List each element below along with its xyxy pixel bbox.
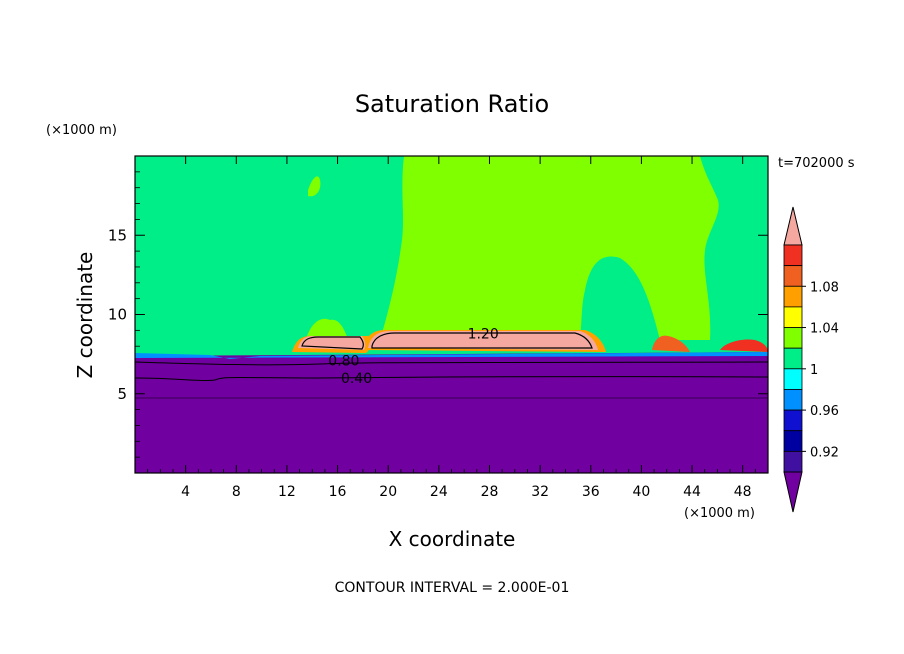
contour-interval-note: CONTOUR INTERVAL = 2.000E-01 [335,580,570,596]
cloud-patch-right-1 [652,335,690,352]
field-purple-layer [135,352,768,473]
y-tick-label: 10 [108,306,127,324]
contour-line-0-80 [135,361,768,366]
x-axis-ticks: 4 8 12 16 20 24 28 32 36 40 44 48 [147,156,756,500]
colorbar-bin [783,409,803,432]
y-axis-title: Z coordinate [73,252,97,379]
contour-line-1-20 [301,332,593,350]
chart-title: Saturation Ratio [355,90,549,118]
colorbar-bin [783,265,803,287]
plot-area [135,156,768,473]
colorbar-bottom-arrow [783,471,803,513]
colorbar-label: 1 [810,363,818,378]
x-tick-label: 48 [734,484,752,500]
y-tick-label: 5 [117,385,127,403]
colorbar-label: 1.08 [810,280,839,295]
contour-line-0-40 [135,376,768,382]
colorbar-bin [783,285,803,308]
x-tick-label: 28 [481,484,499,500]
cloud-deck-center [368,331,598,350]
x-axis-unit: (×1000 m) [684,506,755,521]
x-tick-label: 12 [278,484,296,500]
colorbar-label: 0.96 [810,404,839,419]
y-tick-label: 15 [108,226,127,244]
field-transition-band [135,352,768,359]
colorbar-bin [783,368,803,390]
colorbar-bin [783,389,803,411]
contour-label: 1.20 [468,327,499,343]
x-tick-label: 4 [181,484,190,500]
x-tick-label: 20 [379,484,397,500]
colorbar-bin [783,347,803,370]
x-tick-label: 44 [683,484,701,500]
x-tick-label: 36 [582,484,600,500]
x-tick-label: 8 [232,484,241,500]
y-axis-unit: (×1000 m) [46,123,117,138]
x-tick-label: 16 [329,484,347,500]
colorbar-label: 0.92 [810,445,839,460]
x-axis-title: X coordinate [389,527,516,551]
x-tick-label: 40 [632,484,650,500]
field-lime-patch-top [308,176,321,197]
colorbar-bin [783,244,803,267]
x-tick-label: 24 [430,484,448,500]
y-axis-ticks: 5 10 15 [108,171,768,458]
x-tick-label: 32 [531,484,549,500]
contour-labels: 1.20 0.80 0.40 [328,327,498,387]
field-lime-region-center [380,156,719,345]
colorbar-bin [783,430,803,452]
colorbar-bin [783,450,803,473]
colorbar-bin [783,306,803,328]
cloud-patch-right-2 [720,339,768,352]
colorbar-label: 1.04 [810,322,839,337]
contour-label: 0.40 [341,371,372,387]
contour-label: 0.80 [328,353,359,369]
colorbar-bin [783,327,803,349]
colorbar-top-arrow [783,206,803,246]
colorbar: 1.08 1.04 1 0.96 0.92 [783,206,839,513]
time-label: t=702000 s [778,156,855,171]
